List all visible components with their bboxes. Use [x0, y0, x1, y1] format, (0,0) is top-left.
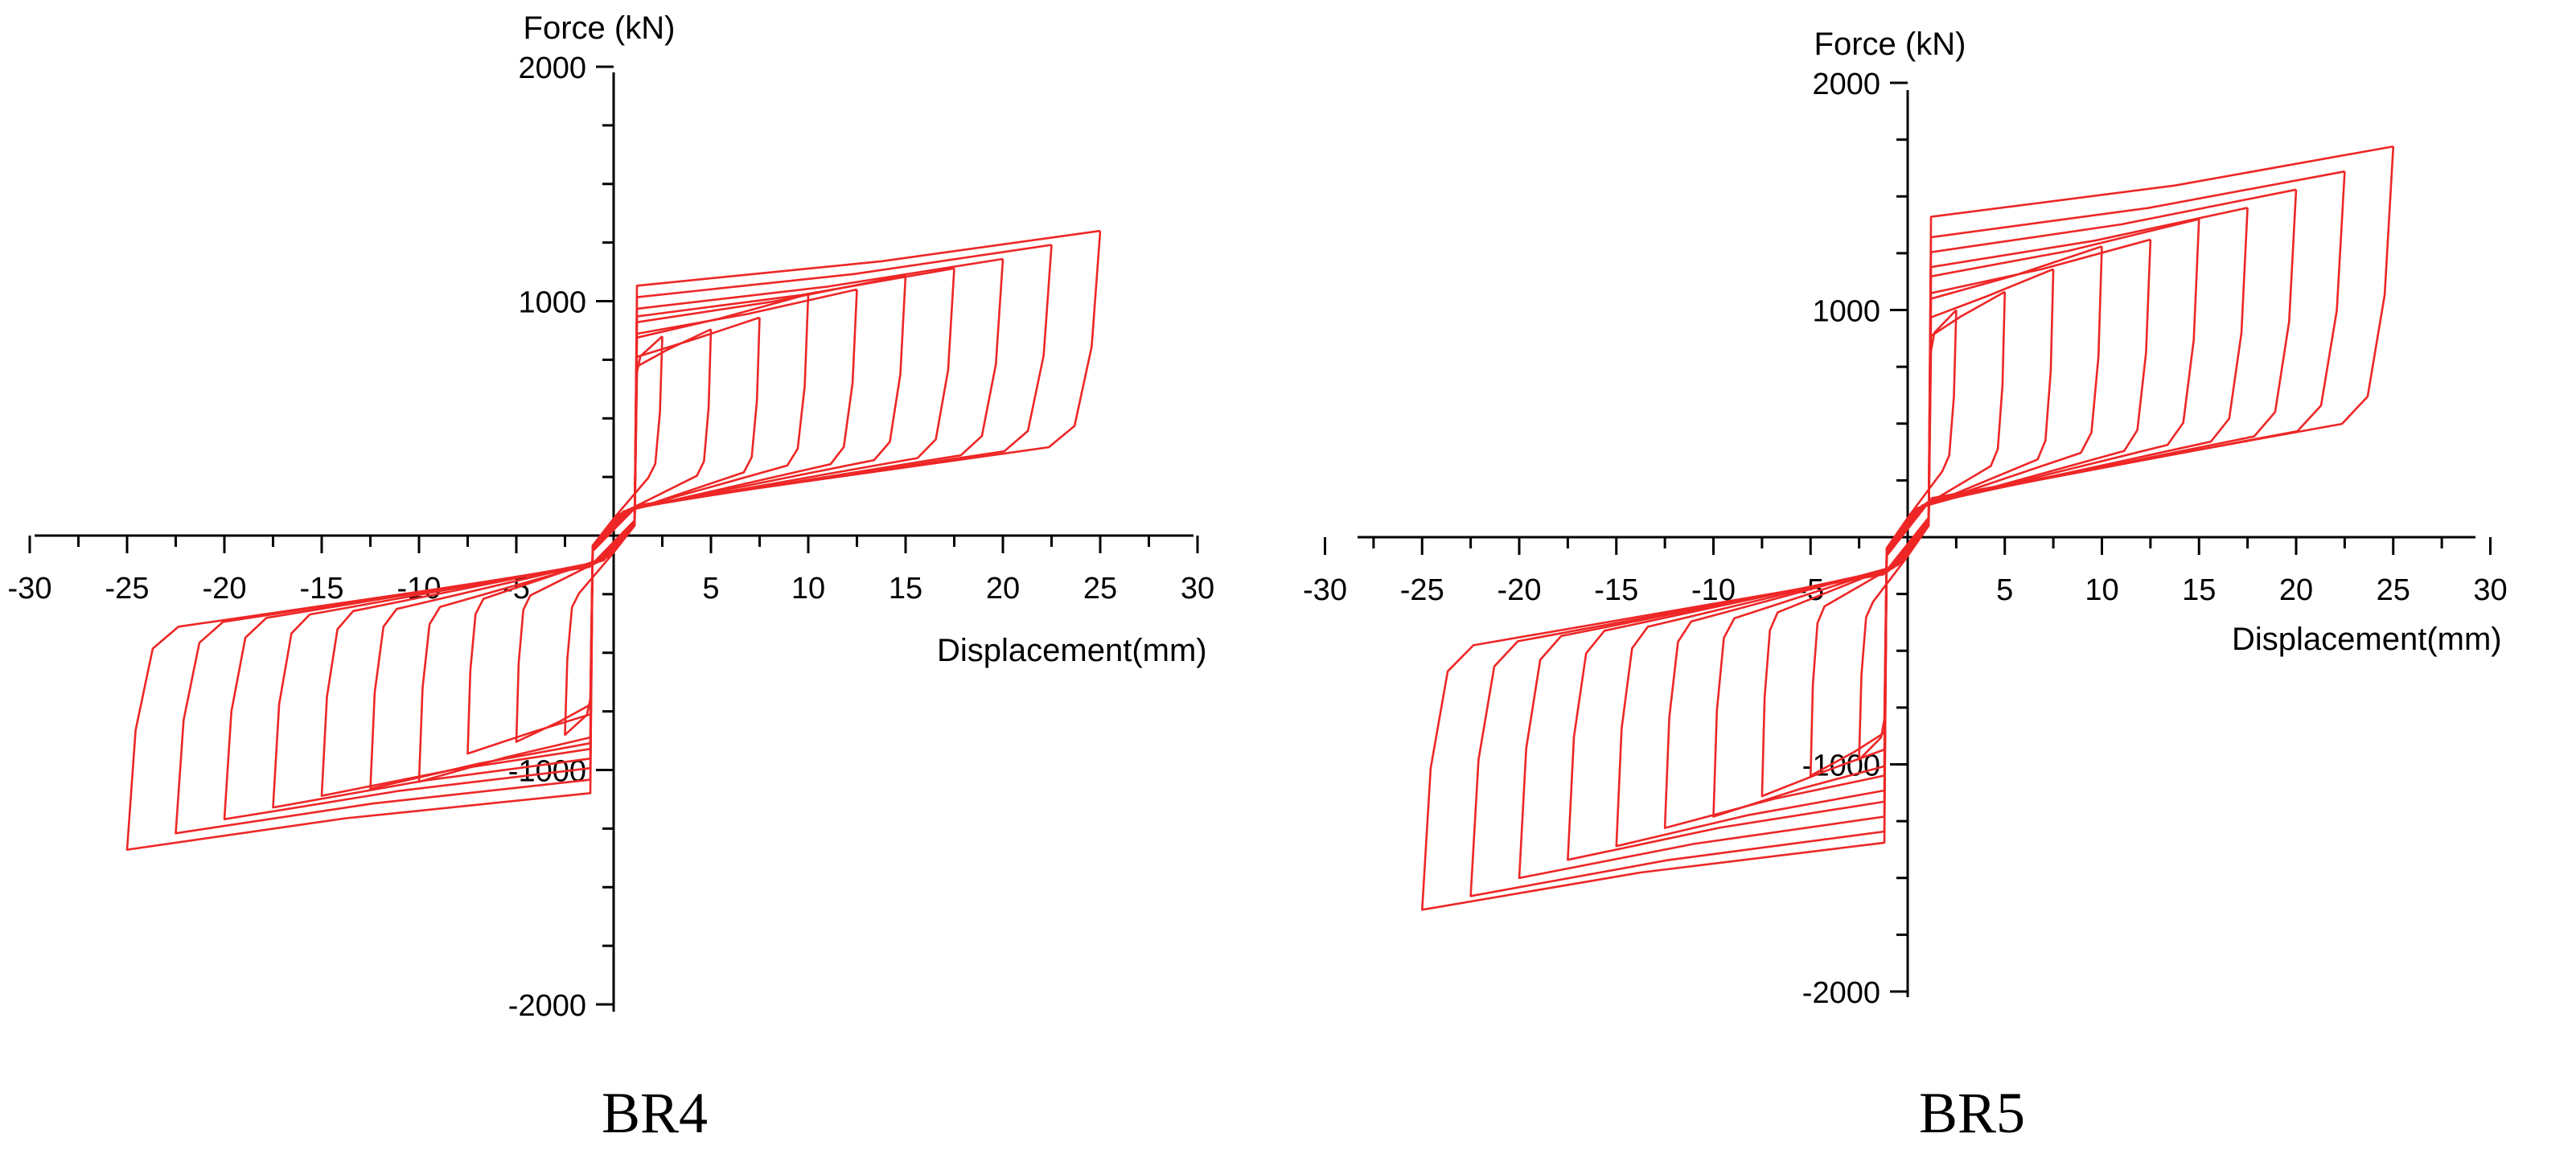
x-axis-label: Displacement(mm) — [937, 633, 1207, 668]
x-tick-label: 10 — [2085, 573, 2118, 607]
y-tick-label: -2000 — [1802, 976, 1880, 1010]
x-tick-label: 20 — [986, 572, 1020, 606]
x-tick-label: -25 — [105, 572, 150, 606]
y-tick-label: 2000 — [1812, 68, 1880, 101]
chart-br5: -30 -25 -20 -15 -10 -5 5 10 15 20 25 3020001000-100… — [1303, 27, 2508, 1145]
panel-title: BR4 — [602, 1081, 708, 1145]
x-tick-label: 5 — [1996, 573, 2013, 607]
x-tick-label: -30 — [1303, 573, 1347, 607]
chart-br4: -30 -25 -20 -15 -10 -5 5 10 15 20 25 3020001000-100… — [8, 10, 1215, 1145]
x-tick-label: -20 — [1498, 573, 1542, 607]
x-tick-label: -30 — [8, 572, 52, 606]
x-tick-label: -25 — [1400, 573, 1444, 607]
x-tick-label: -20 — [203, 572, 247, 606]
x-tick-label: 25 — [2377, 573, 2410, 607]
x-tick-label: -15 — [300, 572, 344, 606]
x-tick-label: 20 — [2279, 573, 2313, 607]
x-axis-label: Displacement(mm) — [2232, 622, 2502, 657]
x-tick-label: 15 — [2182, 573, 2216, 607]
hysteresis-loop-10 — [1421, 145, 2395, 911]
y-tick-label: -2000 — [508, 989, 586, 1023]
x-tick-label: 30 — [1181, 572, 1214, 606]
y-tick-label: 2000 — [518, 51, 586, 85]
x-tick-label: -15 — [1594, 573, 1638, 607]
y-tick-label: 1000 — [1812, 295, 1880, 329]
x-tick-label: 30 — [2473, 573, 2507, 607]
y-tick-label: 1000 — [518, 286, 586, 320]
x-tick-label: 25 — [1083, 572, 1117, 606]
x-tick-label: 5 — [702, 572, 719, 606]
y-axis-label: Force (kN) — [524, 10, 676, 46]
y-axis-label: Force (kN) — [1814, 27, 1966, 62]
hysteresis-loop-10 — [125, 229, 1102, 851]
x-tick-label: 10 — [791, 572, 825, 606]
x-tick-label: 15 — [889, 572, 922, 606]
panel-title: BR5 — [1919, 1081, 2025, 1145]
